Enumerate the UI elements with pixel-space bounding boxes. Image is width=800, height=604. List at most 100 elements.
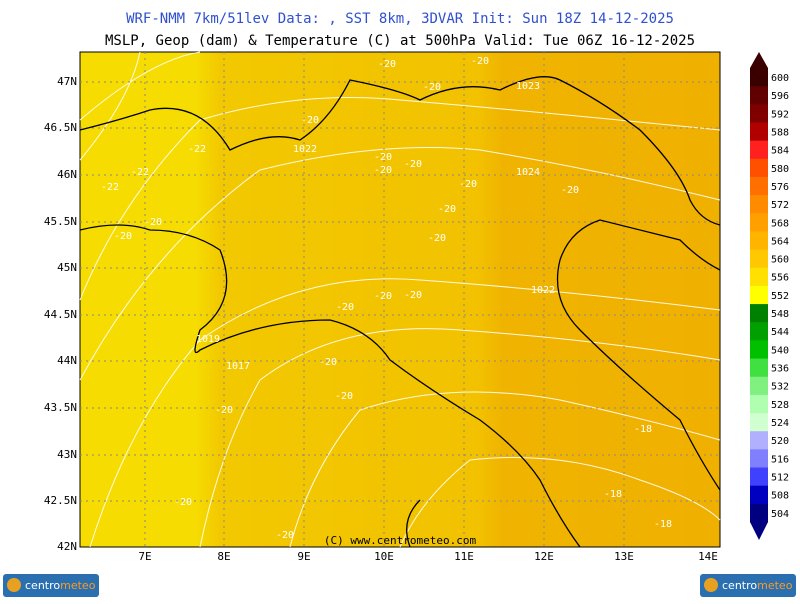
contour-label: -20 [335,391,353,402]
lat-label: 47N [57,75,77,88]
contour-label: -20 [428,233,446,244]
colorbar-swatch [750,249,768,269]
colorbar-swatch [750,158,768,178]
contour-label: -18 [654,519,672,530]
title-line-1: WRF-NMM 7km/51lev Data: , SST 8km, 3DVAR… [126,11,674,27]
contour-label: -20 [319,357,337,368]
contour-label: 1024 [516,167,540,178]
logo-text: centrometeo [722,579,793,592]
contour-label: -20 [336,302,354,313]
colorbar-label: 504 [771,509,789,520]
contour-label: -20 [423,82,441,93]
contour-label: -20 [374,152,392,163]
lat-label: 45.5N [44,215,77,228]
colorbar-swatch [750,322,768,341]
lat-label: 42N [57,540,77,553]
contour-label: -20 [374,291,392,302]
logo-text-1: centro [722,579,757,592]
colorbar-label: 508 [771,491,789,502]
contour-label: -20 [561,185,579,196]
colorbar-swatch [750,340,768,360]
colorbar-swatch [750,285,768,305]
colorbar-top-arrow [750,52,768,68]
lat-label: 46.5N [44,121,77,134]
contour-label: -20 [404,159,422,170]
contour-label: -20 [276,530,294,541]
logo-icon [7,578,21,592]
title-line-2: MSLP, Geop (dam) & Temperature (C) at 50… [105,33,695,49]
colorbar-label: 588 [771,127,789,138]
contour-label: -20 [471,56,489,67]
colorbar-label: 512 [771,473,789,484]
colorbar-label: 564 [771,236,789,247]
isobars [79,51,721,548]
colorbar-label: 568 [771,218,789,229]
logo-text: centrometeo [25,579,96,592]
colorbar-label: 600 [771,73,789,84]
colorbar-label: 592 [771,109,789,120]
colorbar-label: 556 [771,273,789,284]
copyright: (C) www.centrometeo.com [324,534,477,547]
colorbar-swatch [750,503,768,523]
contour-label: 1017 [226,361,250,372]
logo-box [700,574,796,597]
colorbar-swatch [750,86,768,105]
contour-label: 1022 [293,144,317,155]
contour-label: -20 [374,165,392,176]
lat-label: 45N [57,261,77,274]
colorbar-swatch [750,413,768,432]
colorbar-label: 544 [771,327,789,338]
lat-label: 44.5N [44,308,77,321]
contour-label: -20 [404,290,422,301]
colorbar-swatch [750,231,768,251]
colorbar-swatch [750,176,768,196]
colorbar-label: 532 [771,382,789,393]
contour-label: -20 [378,59,396,70]
contour-label: -22 [188,144,206,155]
contour-label: -18 [604,489,622,500]
lon-label: 12E [534,550,554,563]
contour-label: -20 [215,405,233,416]
colorbar-label: 540 [771,345,789,356]
colorbar-label: 572 [771,200,789,211]
contour-label: -20 [459,179,477,190]
contour-label: -18 [634,424,652,435]
lat-label: 43.5N [44,401,77,414]
colorbar-label: 580 [771,164,789,175]
lon-label: 8E [217,550,230,563]
colorbar-swatch [750,485,768,505]
colorbar-swatch [750,376,768,396]
colorbar-swatch [750,68,768,87]
colorbar-swatch [750,394,768,414]
logo-text-2: meteo [60,579,96,592]
logo-icon [704,578,718,592]
colorbar-swatch [750,267,768,287]
lon-label: 7E [138,550,151,563]
colorbar-label: 536 [771,364,789,375]
lat-label: 44N [57,354,77,367]
contour-label: -20 [144,217,162,228]
contour-label: -20 [301,115,319,126]
colorbar-swatch [750,467,768,487]
contour-label: -22 [101,182,119,193]
colorbar-swatch [750,195,768,214]
contour-label: -22 [131,167,149,178]
contour-label: 1023 [516,81,540,92]
lat-label: 46N [57,168,77,181]
colorbar-swatch [750,213,768,232]
colorbar-swatch [750,140,768,160]
colorbar-swatch [750,449,768,469]
colorbar-label: 552 [771,291,789,302]
colorbar-swatch [750,104,768,123]
colorbar-label: 520 [771,436,789,447]
lon-label: 14E [698,550,718,563]
lon-label: 11E [454,550,474,563]
contour-label: -20 [174,497,192,508]
contour-label: 1022 [531,285,555,296]
lon-label: 10E [374,550,394,563]
logo-box [3,574,99,597]
logo-text-1: centro [25,579,60,592]
colorbar-label: 584 [771,146,789,157]
colorbar-label: 596 [771,91,789,102]
colorbar-label: 576 [771,182,789,193]
